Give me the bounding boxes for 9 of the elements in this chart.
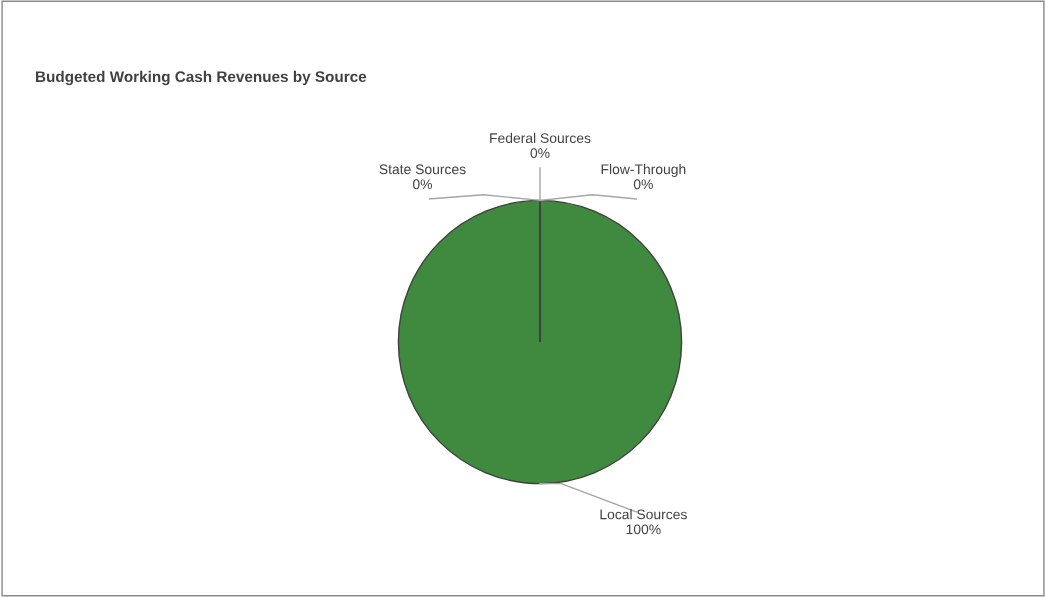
category-label: State Sources: [379, 164, 466, 175]
category-label: Flow-Through: [601, 164, 686, 177]
text: Budgeted Working Cash Revenues by Source: [36, 70, 367, 86]
category-label: Federal Sources: [490, 132, 591, 144]
data-label: 100%: [626, 524, 661, 535]
text: 0%: [633, 179, 653, 190]
text: 0%: [412, 179, 433, 190]
text: 0%: [530, 148, 550, 159]
slice-label: Local Sources: [600, 509, 687, 520]
